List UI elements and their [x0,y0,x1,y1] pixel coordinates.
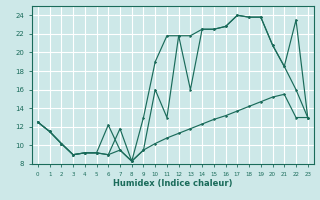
X-axis label: Humidex (Indice chaleur): Humidex (Indice chaleur) [113,179,233,188]
